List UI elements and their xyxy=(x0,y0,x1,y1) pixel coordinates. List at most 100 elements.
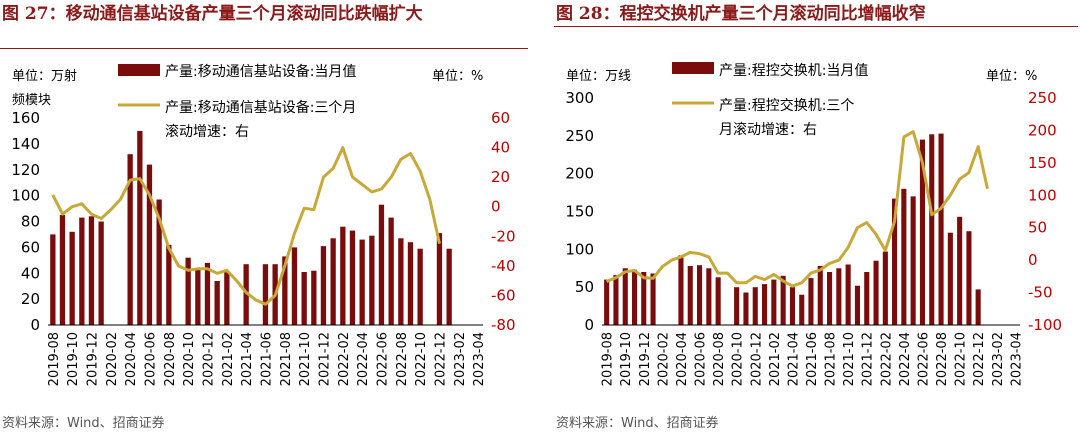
bar xyxy=(873,260,879,325)
bar xyxy=(780,275,786,325)
bar xyxy=(69,231,75,325)
y-tick-label-right: 50 xyxy=(1028,219,1047,237)
bar xyxy=(311,270,317,325)
x-tick-label: 2023-02 xyxy=(453,332,468,386)
source-note: 资料来源：Wind、招商证券 xyxy=(2,416,165,431)
x-tick-label: 2022-02 xyxy=(337,332,352,386)
x-tick-label: 2019-10 xyxy=(619,332,634,386)
bar xyxy=(301,272,307,325)
bar xyxy=(678,255,684,325)
x-tick-label: 2020-02 xyxy=(656,332,671,386)
x-tick-label: 2022-10 xyxy=(954,332,969,386)
bar xyxy=(808,278,814,325)
bar xyxy=(762,284,768,325)
x-tick-label: 2021-10 xyxy=(842,332,857,386)
x-tick-label: 2023-02 xyxy=(991,332,1006,386)
x-tick-label: 2020-06 xyxy=(144,332,159,386)
bar xyxy=(417,248,423,325)
bar xyxy=(613,275,619,325)
y-tick-label-left: 200 xyxy=(565,165,594,183)
x-tick-label: 2021-08 xyxy=(824,332,839,386)
x-tick-label: 2020-08 xyxy=(163,332,178,386)
y-tick-label-right: -50 xyxy=(1028,284,1053,302)
y-tick-label-left: 100 xyxy=(11,187,40,205)
bar xyxy=(50,234,56,325)
right-unit-label: 单位：% xyxy=(432,69,483,84)
x-tick-label: 2020-12 xyxy=(749,332,764,386)
bar xyxy=(622,268,628,326)
legend-line-label: 产量:程控交换机:三个 xyxy=(719,97,854,114)
bar xyxy=(789,287,795,325)
x-tick-label: 2022-12 xyxy=(972,332,987,386)
x-tick-label: 2020-12 xyxy=(202,332,217,386)
chart-title: 图 27：移动通信基站设备产量三个月滚动同比跌幅扩大 xyxy=(2,4,423,24)
legend-bar-swatch xyxy=(118,64,160,76)
y-tick-label-left: 140 xyxy=(11,135,40,153)
x-tick-label: 2023-04 xyxy=(1009,332,1024,386)
bar xyxy=(185,257,191,325)
chart-panel-2: 图 28：程控交换机产量三个月滚动同比增幅收窄 0 50 100 150 200 250 3… xyxy=(554,0,1080,434)
x-tick-label: 2021-06 xyxy=(260,332,275,386)
bar xyxy=(799,294,805,325)
x-tick-label: 2020-10 xyxy=(731,332,746,386)
bar xyxy=(845,264,851,325)
x-tick-label: 2019-10 xyxy=(66,332,81,386)
bar xyxy=(752,287,758,325)
x-tick-label: 2022-04 xyxy=(356,332,371,386)
bar xyxy=(156,199,162,325)
y-tick-label-left: 40 xyxy=(21,264,40,282)
y-tick-label-right: 0 xyxy=(491,198,501,216)
bar xyxy=(88,216,95,325)
bar xyxy=(262,264,269,325)
bar xyxy=(204,262,211,325)
y-tick-label-right: -20 xyxy=(491,227,516,245)
bar xyxy=(388,217,394,325)
bar xyxy=(650,273,656,325)
bar xyxy=(291,247,298,325)
bar xyxy=(98,221,104,325)
bar xyxy=(975,289,981,325)
bar xyxy=(378,204,385,325)
y-tick-label-right: 40 xyxy=(491,139,510,157)
bar xyxy=(214,281,220,325)
y-tick-label-left: 160 xyxy=(11,109,40,127)
x-tick-label: 2022-08 xyxy=(395,332,410,386)
x-tick-label: 2019-08 xyxy=(601,332,616,386)
legend-line-label: 产量:移动通信基站设备:三个月 xyxy=(165,99,356,116)
y-tick-label-left: 150 xyxy=(565,203,594,221)
bar xyxy=(398,238,404,325)
y-tick-label-left: 80 xyxy=(21,213,40,231)
x-tick-label: 2022-08 xyxy=(935,332,950,386)
y-tick-label-right: -80 xyxy=(491,316,516,334)
bar xyxy=(320,246,327,325)
bar xyxy=(771,279,777,325)
bar xyxy=(137,130,143,325)
bar xyxy=(340,226,346,325)
x-tick-label: 2022-02 xyxy=(879,332,894,386)
right-unit-label: 单位：% xyxy=(986,69,1037,84)
series-line xyxy=(51,146,441,306)
left-unit-label: 单位：万线 xyxy=(566,69,631,84)
bar xyxy=(436,233,443,325)
chart-title: 图 28：程控交换机产量三个月滚动同比增幅收窄 xyxy=(556,4,926,24)
y-tick-label-right: 250 xyxy=(1028,89,1057,107)
y-tick-label-right: 20 xyxy=(491,168,510,186)
bar xyxy=(632,269,638,325)
y-tick-label-right: 0 xyxy=(1028,251,1038,269)
bar xyxy=(882,251,888,325)
bar xyxy=(446,248,452,325)
x-tick-label: 2020-02 xyxy=(105,332,120,386)
legend-bar-label: 产量:程控交换机:当月值 xyxy=(719,62,868,79)
bar xyxy=(330,238,336,325)
bar xyxy=(146,164,153,325)
left-unit-label: 频模块 xyxy=(12,93,51,108)
chart-svg: 0 50 100 150 200 250 300 -100 -50 0 50 100 150 200 250… xyxy=(565,62,1062,386)
bar xyxy=(947,232,953,325)
y-tick-label-left: 0 xyxy=(584,316,594,334)
bar xyxy=(641,272,647,325)
chart-panel-1: 图 27：移动通信基站设备产量三个月滚动同比跌幅扩大 0 20 40 60 80 100 1… xyxy=(0,4,528,431)
y-tick-label-right: -40 xyxy=(491,257,516,275)
bar xyxy=(864,272,870,325)
bar xyxy=(854,285,860,325)
x-tick-label: 2021-04 xyxy=(786,332,801,386)
